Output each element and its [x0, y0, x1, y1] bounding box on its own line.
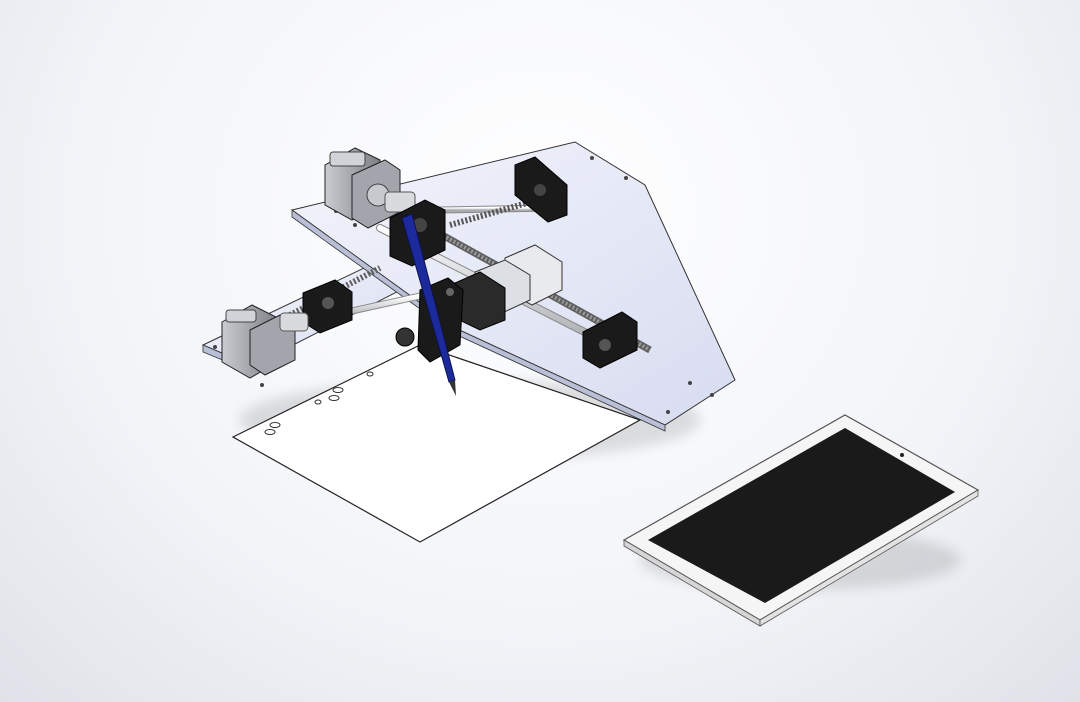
bearing-support-end — [582, 311, 638, 369]
stepper-motor-1 — [324, 147, 416, 229]
pen — [401, 213, 456, 396]
y-guide-assembly — [288, 265, 424, 334]
back-guide-assembly — [436, 156, 568, 228]
tablet — [622, 414, 980, 627]
paper-punch-holes — [264, 371, 374, 435]
tablet-screen — [648, 428, 955, 603]
paper-sheet — [231, 344, 642, 543]
bearing-support-front — [389, 199, 446, 267]
linear-bearing-block — [454, 244, 563, 331]
stepper-motor-2 — [221, 304, 309, 379]
tablet-camera — [900, 453, 904, 457]
